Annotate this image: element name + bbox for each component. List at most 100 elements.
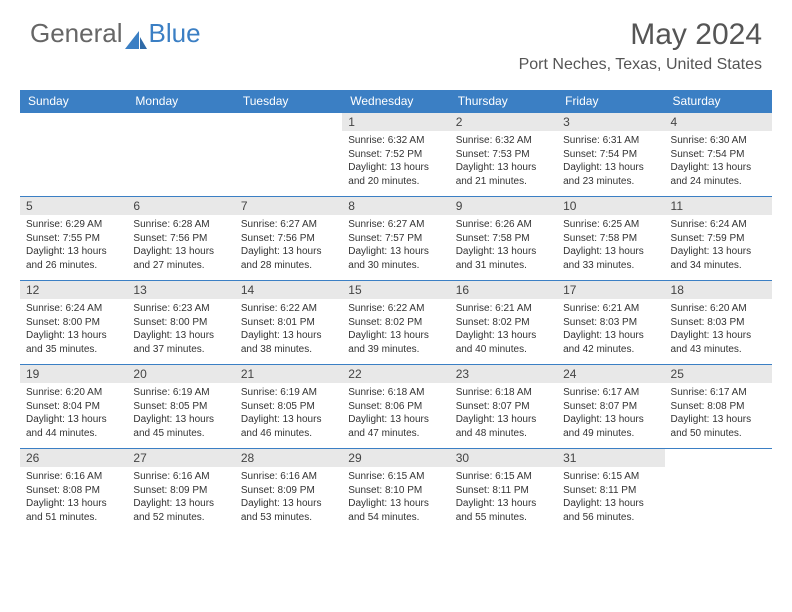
day-detail-line: Sunset: 8:00 PM — [133, 316, 228, 330]
week-row: 5Sunrise: 6:29 AMSunset: 7:55 PMDaylight… — [20, 197, 772, 281]
calendar-cell: 26Sunrise: 6:16 AMSunset: 8:08 PMDayligh… — [20, 449, 127, 533]
calendar-cell: 18Sunrise: 6:20 AMSunset: 8:03 PMDayligh… — [665, 281, 772, 365]
day-detail-line: Sunrise: 6:31 AM — [563, 134, 658, 148]
day-detail-line: Daylight: 13 hours — [241, 329, 336, 343]
day-details: Sunrise: 6:26 AMSunset: 7:58 PMDaylight:… — [450, 215, 557, 280]
day-number — [235, 113, 342, 131]
day-number — [127, 113, 234, 131]
day-details — [20, 131, 127, 179]
day-detail-line: Sunrise: 6:17 AM — [563, 386, 658, 400]
day-detail-line: Sunrise: 6:22 AM — [241, 302, 336, 316]
day-detail-line: Sunset: 8:09 PM — [133, 484, 228, 498]
day-detail-line: Sunset: 8:04 PM — [26, 400, 121, 414]
day-detail-line: Daylight: 13 hours — [456, 413, 551, 427]
calendar-cell: 12Sunrise: 6:24 AMSunset: 8:00 PMDayligh… — [20, 281, 127, 365]
day-header: Thursday — [450, 90, 557, 113]
calendar-cell: 13Sunrise: 6:23 AMSunset: 8:00 PMDayligh… — [127, 281, 234, 365]
calendar-cell — [235, 113, 342, 197]
calendar-cell: 11Sunrise: 6:24 AMSunset: 7:59 PMDayligh… — [665, 197, 772, 281]
day-detail-line: Sunset: 8:09 PM — [241, 484, 336, 498]
calendar-cell: 21Sunrise: 6:19 AMSunset: 8:05 PMDayligh… — [235, 365, 342, 449]
day-detail-line: Sunset: 7:52 PM — [348, 148, 443, 162]
day-detail-line: Sunrise: 6:15 AM — [563, 470, 658, 484]
day-detail-line: Sunrise: 6:21 AM — [563, 302, 658, 316]
day-detail-line: Sunrise: 6:18 AM — [456, 386, 551, 400]
day-number: 5 — [20, 197, 127, 215]
day-details: Sunrise: 6:15 AMSunset: 8:11 PMDaylight:… — [450, 467, 557, 532]
day-detail-line: and 49 minutes. — [563, 427, 658, 441]
day-detail-line: and 56 minutes. — [563, 511, 658, 525]
day-number: 2 — [450, 113, 557, 131]
day-detail-line: and 26 minutes. — [26, 259, 121, 273]
day-number: 3 — [557, 113, 664, 131]
day-detail-line: Sunrise: 6:24 AM — [671, 218, 766, 232]
calendar-cell: 2Sunrise: 6:32 AMSunset: 7:53 PMDaylight… — [450, 113, 557, 197]
day-detail-line: and 45 minutes. — [133, 427, 228, 441]
day-details: Sunrise: 6:28 AMSunset: 7:56 PMDaylight:… — [127, 215, 234, 280]
day-detail-line: Sunrise: 6:28 AM — [133, 218, 228, 232]
calendar-cell: 3 Sunrise: 6:31 AMSunset: 7:54 PMDaylight… — [557, 113, 664, 197]
calendar-cell: 8Sunrise: 6:27 AMSunset: 7:57 PMDaylight… — [342, 197, 449, 281]
calendar-cell: 4Sunrise: 6:30 AMSunset: 7:54 PMDaylight… — [665, 113, 772, 197]
day-header-row: SundayMondayTuesdayWednesdayThursdayFrid… — [20, 90, 772, 113]
day-number: 7 — [235, 197, 342, 215]
day-detail-line: Daylight: 13 hours — [26, 413, 121, 427]
day-details: Sunrise: 6:29 AMSunset: 7:55 PMDaylight:… — [20, 215, 127, 280]
calendar-cell: 1Sunrise: 6:32 AMSunset: 7:52 PMDaylight… — [342, 113, 449, 197]
day-number: 23 — [450, 365, 557, 383]
day-detail-line: and 52 minutes. — [133, 511, 228, 525]
day-details: Sunrise: 6:21 AMSunset: 8:03 PMDaylight:… — [557, 299, 664, 364]
day-number: 27 — [127, 449, 234, 467]
day-detail-line: and 20 minutes. — [348, 175, 443, 189]
day-number: 9 — [450, 197, 557, 215]
calendar-cell: 22Sunrise: 6:18 AMSunset: 8:06 PMDayligh… — [342, 365, 449, 449]
day-detail-line: and 27 minutes. — [133, 259, 228, 273]
day-detail-line: Sunset: 8:03 PM — [671, 316, 766, 330]
calendar-cell: 20Sunrise: 6:19 AMSunset: 8:05 PMDayligh… — [127, 365, 234, 449]
day-details: Sunrise: 6:27 AMSunset: 7:57 PMDaylight:… — [342, 215, 449, 280]
calendar-cell: 25Sunrise: 6:17 AMSunset: 8:08 PMDayligh… — [665, 365, 772, 449]
day-detail-line: and 38 minutes. — [241, 343, 336, 357]
location: Port Neches, Texas, United States — [519, 56, 762, 74]
day-number: 6 — [127, 197, 234, 215]
day-details — [127, 131, 234, 179]
calendar-cell: 31Sunrise: 6:15 AMSunset: 8:11 PMDayligh… — [557, 449, 664, 533]
day-detail-line: Daylight: 13 hours — [563, 161, 658, 175]
day-detail-line: and 34 minutes. — [671, 259, 766, 273]
day-detail-line: Daylight: 13 hours — [241, 497, 336, 511]
day-detail-line: Sunset: 8:06 PM — [348, 400, 443, 414]
day-detail-line: Daylight: 13 hours — [563, 245, 658, 259]
day-detail-line: Sunrise: 6:29 AM — [26, 218, 121, 232]
day-detail-line: Daylight: 13 hours — [348, 413, 443, 427]
logo-text-1: General — [30, 18, 123, 49]
day-header: Friday — [557, 90, 664, 113]
day-number: 19 — [20, 365, 127, 383]
day-detail-line: Sunset: 7:56 PM — [241, 232, 336, 246]
calendar-cell — [665, 449, 772, 533]
day-detail-line: Sunrise: 6:15 AM — [456, 470, 551, 484]
day-detail-line: Daylight: 13 hours — [348, 329, 443, 343]
day-detail-line: Daylight: 13 hours — [133, 497, 228, 511]
day-detail-line: Sunset: 7:54 PM — [563, 148, 658, 162]
calendar-cell: 10Sunrise: 6:25 AMSunset: 7:58 PMDayligh… — [557, 197, 664, 281]
day-detail-line: and 42 minutes. — [563, 343, 658, 357]
day-details: Sunrise: 6:19 AMSunset: 8:05 PMDaylight:… — [235, 383, 342, 448]
day-detail-line: Daylight: 13 hours — [26, 329, 121, 343]
day-detail-line: Sunrise: 6:24 AM — [26, 302, 121, 316]
day-detail-line: Daylight: 13 hours — [133, 413, 228, 427]
day-detail-line: Sunset: 8:02 PM — [456, 316, 551, 330]
day-detail-line: and 55 minutes. — [456, 511, 551, 525]
day-detail-line: Sunrise: 6:16 AM — [26, 470, 121, 484]
day-detail-line: and 24 minutes. — [671, 175, 766, 189]
day-details: Sunrise: 6:16 AMSunset: 8:09 PMDaylight:… — [235, 467, 342, 532]
day-number: 24 — [557, 365, 664, 383]
day-detail-line: Daylight: 13 hours — [563, 329, 658, 343]
calendar-cell: 17Sunrise: 6:21 AMSunset: 8:03 PMDayligh… — [557, 281, 664, 365]
day-details: Sunrise: 6:16 AMSunset: 8:08 PMDaylight:… — [20, 467, 127, 532]
day-details — [665, 467, 772, 515]
day-detail-line: and 53 minutes. — [241, 511, 336, 525]
calendar-cell: 16Sunrise: 6:21 AMSunset: 8:02 PMDayligh… — [450, 281, 557, 365]
day-number: 30 — [450, 449, 557, 467]
calendar-cell: 27Sunrise: 6:16 AMSunset: 8:09 PMDayligh… — [127, 449, 234, 533]
day-detail-line: Daylight: 13 hours — [671, 245, 766, 259]
